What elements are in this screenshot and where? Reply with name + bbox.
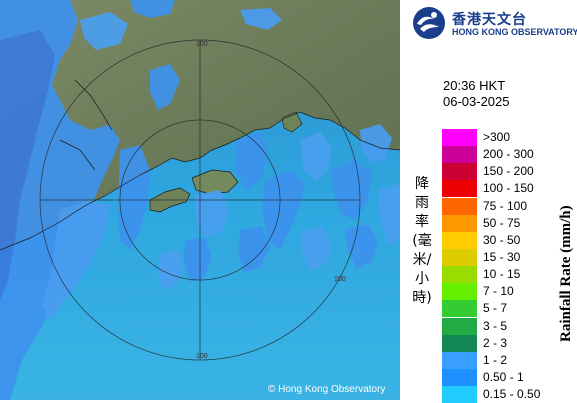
legend-label: 10 - 15 <box>483 267 521 282</box>
legend-label: 50 - 75 <box>483 215 521 230</box>
legend-label: 30 - 50 <box>483 232 521 247</box>
legend-label: 0.50 - 1 <box>483 369 524 384</box>
copyright-text: © Hong Kong Observatory <box>268 384 386 395</box>
legend-swatch <box>442 283 477 301</box>
legend-swatch <box>442 214 477 232</box>
hk-island-east <box>191 169 239 195</box>
legend-axis-label-chinese: 降雨率(毫米/小時) <box>412 176 432 306</box>
legend-label: 150 - 200 <box>483 164 534 179</box>
legend-axis-label-english: Rainfall Rate (mm/h) <box>558 205 574 342</box>
legend-swatch <box>442 266 477 284</box>
legend-label: 75 - 100 <box>483 198 528 213</box>
legend-label: 7 - 10 <box>483 284 514 299</box>
legend-swatch <box>442 334 477 352</box>
legend-label: 1 - 2 <box>483 352 508 367</box>
legend-swatch <box>442 300 477 318</box>
legend-label: 15 - 30 <box>483 249 521 264</box>
logo-chinese-text: 香港天文台 <box>452 12 527 28</box>
legend-label: 2 - 3 <box>483 335 508 350</box>
observation-date: 06-03-2025 <box>443 94 510 109</box>
info-panel: 香港天文台 HONG KONG OBSERVATORY 20:36 HKT 06… <box>400 0 577 403</box>
legend-label: 5 - 7 <box>483 301 508 316</box>
legend-swatch <box>442 163 477 181</box>
legend-swatch <box>442 317 477 335</box>
hko-logo-icon <box>413 7 445 39</box>
legend-swatch <box>442 180 477 198</box>
legend-swatch <box>442 129 477 146</box>
legend-swatch <box>442 197 477 215</box>
observation-time: 20:36 HKT <box>443 78 506 93</box>
legend-swatch <box>442 146 477 164</box>
legend-swatch <box>442 351 477 369</box>
radar-map: 100 100 100 © Hong Kong Observatory <box>0 0 400 400</box>
range-label-right: 100 <box>334 276 346 283</box>
hko-logo[interactable]: 香港天文台 HONG KONG OBSERVATORY <box>412 6 577 42</box>
legend-label: 100 - 150 <box>483 181 534 196</box>
legend-swatch <box>442 231 477 249</box>
legend-swatch <box>442 368 477 386</box>
legend-swatch <box>442 248 477 266</box>
legend-label: 0.15 - 0.50 <box>483 387 541 402</box>
coastlines <box>0 79 400 251</box>
range-rings <box>39 39 361 361</box>
legend-label: 200 - 300 <box>483 147 534 162</box>
legend-label: 3 - 5 <box>483 318 508 333</box>
logo-english-text: HONG KONG OBSERVATORY <box>452 27 577 37</box>
legend-swatch <box>442 386 477 403</box>
radar-map-svg: 100 100 100 <box>0 0 400 400</box>
range-label-bottom: 100 <box>196 353 208 360</box>
range-label-top: 100 <box>196 41 208 48</box>
legend-label: >300 <box>483 130 511 144</box>
